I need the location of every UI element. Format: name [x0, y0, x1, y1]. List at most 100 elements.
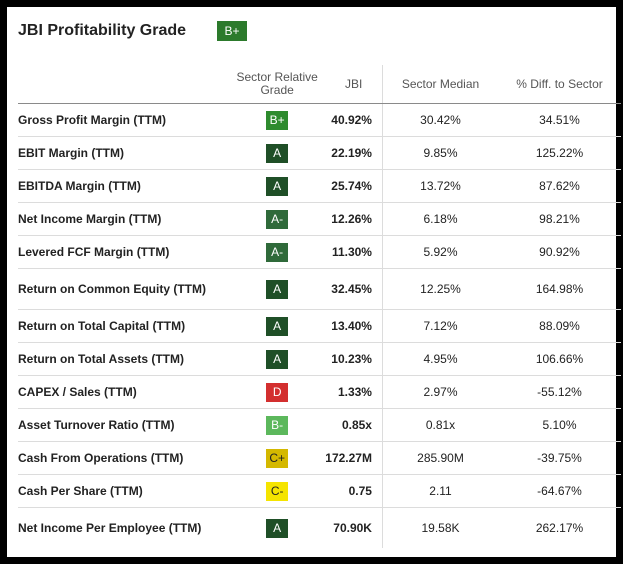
metric-name[interactable]: Net Income Per Employee (TTM) [18, 521, 202, 535]
table-row: Asset Turnover Ratio (TTM) B- 0.85x 0.81x 5.… [18, 408, 621, 442]
grade-cell: A [229, 136, 326, 170]
diff-to-sector-value: 88.09% [498, 309, 621, 343]
grade-badge: B- [266, 415, 289, 435]
table-row: Gross Profit Margin (TTM) B+ 40.92% 30.42% 3… [18, 103, 621, 137]
table-header-row: Sector Relative Grade JBI Sector Median … [18, 65, 621, 104]
grade-cell: A [229, 268, 326, 310]
table-row: Net Income Per Employee (TTM) A 70.90K 19.5… [18, 507, 621, 549]
grade-badge: A [266, 316, 289, 336]
grade-badge: D [266, 382, 289, 402]
metric-name[interactable]: Asset Turnover Ratio (TTM) [18, 408, 230, 442]
jbi-value: 12.26% [325, 202, 383, 236]
jbi-value: 1.33% [325, 375, 383, 409]
jbi-value: 0.75 [325, 474, 383, 508]
metric-name[interactable]: CAPEX / Sales (TTM) [18, 375, 230, 409]
table-row: CAPEX / Sales (TTM) D 1.33% 2.97% -55.12% [18, 375, 621, 409]
sector-median-value: 9.85% [382, 136, 499, 170]
table-row: Return on Total Capital (TTM) A 13.40% 7.12… [18, 309, 621, 343]
jbi-value: 0.85x [325, 408, 383, 442]
diff-to-sector-value: 125.22% [498, 136, 621, 170]
metric-name[interactable]: Net Income Margin (TTM) [18, 202, 230, 236]
grade-badge: A [266, 176, 289, 196]
jbi-value: 10.23% [325, 342, 383, 376]
jbi-value: 70.90K [325, 507, 383, 548]
grade-cell: A [229, 342, 326, 376]
grade-badge: A [266, 279, 289, 299]
jbi-value: 32.45% [325, 268, 383, 310]
diff-to-sector-value: 164.98% [498, 268, 621, 310]
grade-badge: A [266, 349, 289, 369]
panel-header: JBI Profitability Grade B+ [18, 21, 248, 41]
grade-cell: C- [229, 474, 326, 508]
table-row: EBIT Margin (TTM) A 22.19% 9.85% 125.22% [18, 136, 621, 170]
grade-cell: A [229, 169, 326, 203]
grade-cell: B+ [229, 103, 326, 137]
table-row: EBITDA Margin (TTM) A 25.74% 13.72% 87.62% [18, 169, 621, 203]
sector-median-value: 0.81x [382, 408, 499, 442]
jbi-value: 172.27M [325, 441, 383, 475]
table-row: Net Income Margin (TTM) A- 12.26% 6.18% 98.2… [18, 202, 621, 236]
sector-median-value: 30.42% [382, 103, 499, 137]
jbi-value: 13.40% [325, 309, 383, 343]
grade-badge: C- [266, 481, 289, 501]
metric-name[interactable]: EBITDA Margin (TTM) [18, 169, 230, 203]
table-row: Levered FCF Margin (TTM) A- 11.30% 5.92% 90.… [18, 235, 621, 269]
diff-to-sector-value: 87.62% [498, 169, 621, 203]
diff-to-sector-value: 106.66% [498, 342, 621, 376]
table-row: Return on Total Assets (TTM) A 10.23% 4.95%… [18, 342, 621, 376]
sector-median-value: 2.97% [382, 375, 499, 409]
page-title: JBI Profitability Grade [18, 22, 187, 39]
metric-name[interactable]: Return on Common Equity (TTM) [18, 268, 230, 310]
column-header-grade[interactable]: Sector Relative Grade [229, 65, 326, 104]
metric-name[interactable]: Return on Total Assets (TTM) [18, 342, 230, 376]
sector-median-value: 285.90M [382, 441, 499, 475]
column-header-median[interactable]: Sector Median [382, 65, 499, 104]
diff-to-sector-value: -55.12% [498, 375, 621, 409]
grade-badge: B+ [266, 110, 289, 130]
grade-badge: A- [266, 209, 289, 229]
grade-badge: C+ [266, 448, 289, 468]
grade-cell: A- [229, 235, 326, 269]
grade-cell: B- [229, 408, 326, 442]
metric-name[interactable]: Levered FCF Margin (TTM) [18, 235, 230, 269]
sector-median-value: 7.12% [382, 309, 499, 343]
sector-median-value: 12.25% [382, 268, 499, 310]
metric-name[interactable]: Return on Total Capital (TTM) [18, 309, 230, 343]
sector-median-value: 2.11 [382, 474, 499, 508]
metric-name[interactable]: EBIT Margin (TTM) [18, 136, 230, 170]
jbi-value: 40.92% [325, 103, 383, 137]
grade-cell: A- [229, 202, 326, 236]
metric-name[interactable]: Cash From Operations (TTM) [18, 441, 230, 475]
grade-badge: A [266, 518, 289, 538]
diff-to-sector-value: 34.51% [498, 103, 621, 137]
overall-grade-badge: B+ [217, 21, 248, 41]
table-row: Cash Per Share (TTM) C- 0.75 2.11 -64.67% [18, 474, 621, 508]
grade-cell: D [229, 375, 326, 409]
sector-median-value: 5.92% [382, 235, 499, 269]
diff-to-sector-value: -39.75% [498, 441, 621, 475]
metric-name[interactable]: Gross Profit Margin (TTM) [18, 103, 230, 137]
sector-median-value: 13.72% [382, 169, 499, 203]
table-body: Gross Profit Margin (TTM) B+ 40.92% 30.42% 3… [18, 103, 621, 549]
grade-cell: A [229, 309, 326, 343]
jbi-value: 25.74% [325, 169, 383, 203]
grade-cell: A [229, 508, 325, 549]
diff-to-sector-value: 98.21% [498, 202, 621, 236]
metric-name[interactable]: Cash Per Share (TTM) [18, 474, 230, 508]
grade-cell: C+ [229, 441, 326, 475]
diff-to-sector-value: 90.92% [498, 235, 621, 269]
table-row: Return on Common Equity (TTM) A 32.45% 12.2… [18, 268, 621, 310]
sector-median-value: 19.58K [421, 521, 460, 535]
column-header-diff[interactable]: % Diff. to Sector [498, 65, 621, 104]
diff-to-sector-value: 5.10% [498, 408, 621, 442]
jbi-value: 22.19% [325, 136, 383, 170]
column-header-jbi[interactable]: JBI [325, 65, 383, 104]
column-header-metric [18, 65, 230, 104]
diff-to-sector-value: 262.17% [535, 521, 584, 535]
grade-badge: A- [266, 242, 289, 262]
grade-badge: A [266, 143, 289, 163]
jbi-value: 11.30% [325, 235, 383, 269]
diff-to-sector-value: -64.67% [498, 474, 621, 508]
table-row: Cash From Operations (TTM) C+ 172.27M 285.9… [18, 441, 621, 475]
